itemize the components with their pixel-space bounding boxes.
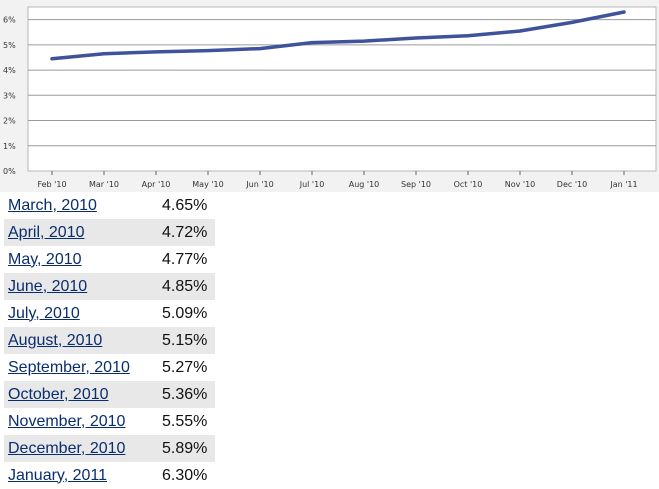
data-point: [206, 49, 210, 53]
data-point: [154, 50, 158, 54]
table-row: November, 2010 5.55%: [4, 408, 215, 435]
y-tick-label: 0%: [3, 167, 16, 176]
monthly-rate-table: March, 2010 4.65% April, 2010 4.72% May, 201…: [4, 192, 215, 489]
month-cell: October, 2010: [4, 381, 158, 408]
x-tick-label: May '10: [192, 180, 223, 189]
rate-chart: 0% 1% 2% 3% 4% 5% 6% Feb '10 Mar '10 Apr '10 May …: [0, 0, 659, 192]
month-cell: March, 2010: [4, 192, 158, 219]
x-axis-ticks: Feb '10 Mar '10 Apr '10 May '10 Jun '10 Jul '…: [37, 171, 638, 189]
month-link[interactable]: April, 2010: [8, 223, 85, 241]
rate-chart-svg: 0% 1% 2% 3% 4% 5% 6% Feb '10 Mar '10 Apr '10 May …: [0, 0, 659, 192]
month-cell: May, 2010: [4, 246, 158, 273]
month-cell: August, 2010: [4, 327, 158, 354]
x-tick-label: Mar '10: [89, 180, 119, 189]
y-tick-label: 6%: [3, 16, 16, 25]
data-point: [50, 57, 54, 61]
table-row: May, 2010 4.77%: [4, 246, 215, 273]
month-link[interactable]: August, 2010: [8, 331, 103, 349]
month-link[interactable]: October, 2010: [8, 385, 109, 403]
data-points: [50, 10, 626, 61]
y-tick-label: 4%: [3, 66, 16, 75]
month-cell: December, 2010: [4, 435, 158, 462]
table-row: October, 2010 5.36%: [4, 381, 215, 408]
data-point: [570, 20, 574, 24]
table-row: March, 2010 4.65%: [4, 192, 215, 219]
rate-value: 5.89%: [158, 435, 215, 462]
table-row: April, 2010 4.72%: [4, 219, 215, 246]
month-link[interactable]: June, 2010: [8, 277, 88, 295]
month-link[interactable]: January, 2011: [8, 466, 108, 484]
rate-table-body: March, 2010 4.65% April, 2010 4.72% May, 201…: [4, 192, 215, 489]
table-row: August, 2010 5.15%: [4, 327, 215, 354]
y-tick-label: 1%: [3, 142, 16, 151]
month-cell: April, 2010: [4, 219, 158, 246]
x-tick-label: Sep '10: [401, 180, 431, 189]
data-point: [258, 47, 262, 51]
table-row: June, 2010 4.85%: [4, 273, 215, 300]
month-link[interactable]: December, 2010: [8, 439, 126, 457]
rate-value: 5.55%: [162, 412, 208, 430]
table-row: September, 2010 5.27%: [4, 354, 215, 381]
month-cell: September, 2010: [4, 354, 158, 381]
table-row: July, 2010 5.09%: [4, 300, 215, 327]
rate-value: 5.09%: [162, 304, 208, 322]
rate-value: 4.72%: [158, 219, 215, 246]
rate-value: 4.85%: [158, 273, 215, 300]
data-point: [622, 10, 626, 14]
y-tick-label: 5%: [3, 41, 16, 50]
y-axis-ticks: 0% 1% 2% 3% 4% 5% 6%: [3, 16, 16, 176]
table-row: January, 2011 6.30%: [4, 462, 215, 489]
rate-value: 6.30%: [162, 466, 208, 484]
month-link[interactable]: March, 2010: [8, 196, 97, 214]
rate-value: 4.77%: [162, 250, 208, 268]
month-link[interactable]: May, 2010: [8, 250, 82, 268]
x-tick-label: Jul '10: [299, 180, 325, 189]
data-point: [518, 29, 522, 33]
data-point: [414, 36, 418, 40]
x-tick-label: Nov '10: [505, 180, 536, 189]
month-cell: July, 2010: [4, 300, 158, 327]
rate-value: 4.65%: [162, 196, 208, 214]
data-point: [310, 41, 314, 45]
x-tick-label: Feb '10: [37, 180, 66, 189]
month-link[interactable]: July, 2010: [8, 304, 80, 322]
y-tick-label: 2%: [3, 117, 16, 126]
x-tick-label: Jan '11: [609, 180, 637, 189]
series-line: [50, 10, 626, 61]
rate-value: 5.27%: [162, 358, 208, 376]
rate-value: 5.36%: [158, 381, 215, 408]
data-point: [466, 34, 470, 38]
rate-value: 5.15%: [158, 327, 215, 354]
gridlines: [28, 19, 656, 147]
x-tick-label: Oct '10: [454, 180, 483, 189]
month-cell: November, 2010: [4, 408, 158, 435]
x-tick-label: Aug '10: [349, 180, 380, 189]
month-cell: June, 2010: [4, 273, 158, 300]
y-tick-label: 3%: [3, 91, 16, 100]
x-tick-label: Jun '10: [245, 180, 273, 189]
month-link[interactable]: September, 2010: [8, 358, 130, 376]
table-row: December, 2010 5.89%: [4, 435, 215, 462]
data-point: [102, 52, 106, 56]
month-link[interactable]: November, 2010: [8, 412, 126, 430]
x-tick-label: Dec '10: [557, 180, 587, 189]
data-point: [362, 39, 366, 43]
month-cell: January, 2011: [4, 462, 158, 489]
x-tick-label: Apr '10: [142, 180, 171, 189]
plot-area: [27, 6, 657, 172]
